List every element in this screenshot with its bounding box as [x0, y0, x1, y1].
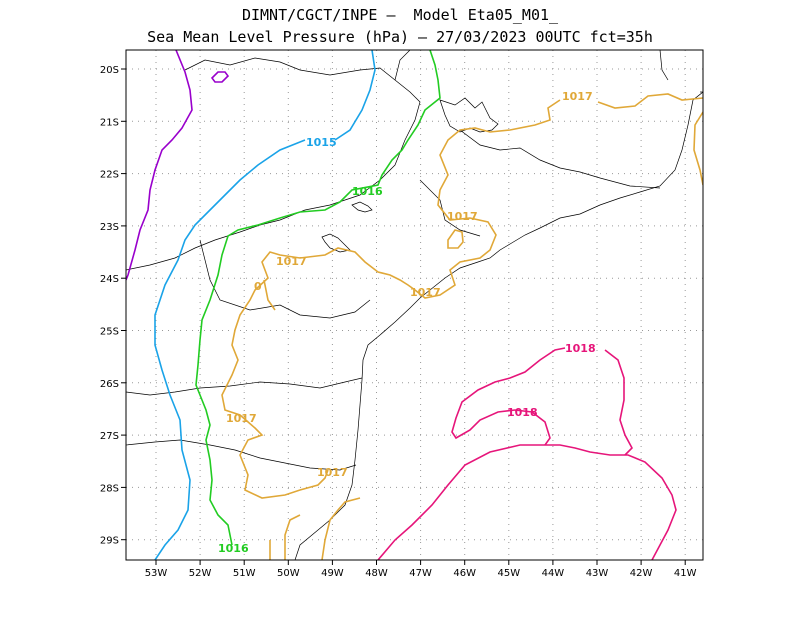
- lon-label: 52W: [189, 568, 212, 579]
- river-network: [439, 97, 499, 133]
- lagoon-outline: [321, 233, 351, 253]
- state-border-1: [126, 57, 421, 271]
- chart-title-line1: DIMNT/CGCT/INPE — Model Eta05_M01_: [241, 6, 559, 24]
- coastline-and-borders: [126, 50, 703, 560]
- label-1017-d: 1017: [410, 286, 441, 299]
- state-border-3: [126, 439, 357, 471]
- lon-label: 41W: [674, 568, 697, 579]
- lat-label: 26S: [100, 379, 119, 390]
- label-1016-a: 1016: [352, 185, 383, 198]
- isobar-1018-outer: [377, 444, 677, 560]
- lat-label: 22S: [100, 170, 119, 181]
- isobar-1014: [126, 50, 193, 281]
- isobar-1015-upper: [334, 50, 376, 141]
- lat-label: 25S: [100, 327, 119, 338]
- lat-label: 27S: [100, 431, 119, 442]
- lon-label: 44W: [542, 568, 565, 579]
- lat-label: 23S: [100, 222, 119, 233]
- state-border-7: [394, 50, 411, 81]
- lon-label: 49W: [321, 568, 344, 579]
- lon-label: 45W: [497, 568, 520, 579]
- label-1017-f: 1017: [317, 466, 348, 479]
- state-border-8: [659, 50, 669, 81]
- lon-label: 47W: [409, 568, 432, 579]
- label-1015: 1015: [306, 136, 337, 149]
- chart-title-line2: Sea Mean Level Pressure (hPa) — 27/03/20…: [147, 28, 653, 46]
- label-1018-b: 1018: [507, 406, 538, 419]
- lon-label: 46W: [453, 568, 476, 579]
- label-1017-c: 1017: [276, 255, 307, 268]
- state-border-2: [126, 377, 363, 396]
- isobar-1018-inner: [604, 349, 633, 456]
- state-border-4: [199, 239, 371, 319]
- isobar-1016: [195, 50, 441, 546]
- lat-label: 21S: [100, 117, 119, 128]
- lat-label: 24S: [100, 274, 119, 285]
- plot-frame: [125, 49, 704, 561]
- lon-label: 51W: [233, 568, 256, 579]
- coastline: [294, 91, 703, 560]
- isobar-1015: [154, 139, 306, 560]
- label-1016-b: 1016: [218, 542, 249, 555]
- contour-labels: 1015 1016 1016 1017 1017 1017 1017 1017 …: [218, 90, 596, 555]
- lon-label: 42W: [630, 568, 653, 579]
- lat-label: 28S: [100, 483, 119, 494]
- isobar-1014-small: [210, 71, 230, 83]
- isobar-1018-arc: [451, 347, 566, 446]
- lon-label: 50W: [277, 568, 300, 579]
- isobar-1017-group: [221, 93, 703, 560]
- label-zero: 0: [254, 280, 262, 293]
- lon-label: 43W: [586, 568, 609, 579]
- label-1017-b: 1017: [447, 210, 478, 223]
- state-border-6: [419, 179, 481, 237]
- lon-label: 53W: [145, 568, 168, 579]
- lat-label: 29S: [100, 536, 119, 547]
- lat-label: 20S: [100, 65, 119, 76]
- axis-ticks: 53W 52W 51W 50W 49W 48W 47W 46W 45W 44W 43W 42W 41W 2…: [100, 65, 697, 579]
- label-1018-a: 1018: [565, 342, 596, 355]
- state-border-5: [459, 129, 661, 189]
- lon-label: 48W: [365, 568, 388, 579]
- label-1017-a: 1017: [562, 90, 593, 103]
- bay-outline: [351, 201, 373, 213]
- grid-lines: [126, 50, 703, 560]
- label-1017-e: 1017: [226, 412, 257, 425]
